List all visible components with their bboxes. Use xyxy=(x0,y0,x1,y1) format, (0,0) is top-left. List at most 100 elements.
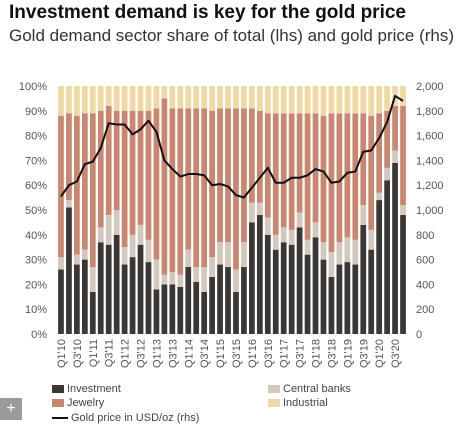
left-axis-tick-label: 10% xyxy=(25,304,47,316)
bar-central-banks-q1-17 xyxy=(280,227,287,243)
bar-jewelry-q4-13 xyxy=(177,108,184,275)
bar-industrial-q2-14 xyxy=(193,86,200,109)
bar-central-banks-q3-12 xyxy=(137,224,144,245)
x-axis-tick-label: Q1'19 xyxy=(342,339,354,368)
x-axis-tick-label: Q1'15 xyxy=(215,339,227,368)
bar-central-banks-q1-15 xyxy=(217,242,223,265)
bar-jewelry-q2-13 xyxy=(161,98,168,275)
x-axis-tick-label: Q1'14 xyxy=(183,339,195,368)
bar-industrial-q3-18 xyxy=(328,86,335,114)
bar-jewelry-q3-17 xyxy=(296,113,303,213)
bar-jewelry-q4-16 xyxy=(272,113,279,235)
bar-central-banks-q2-11 xyxy=(97,227,104,243)
bar-jewelry-q4-17 xyxy=(304,113,311,240)
bar-central-banks-q2-16 xyxy=(256,202,263,215)
x-axis-tick-label: Q1'20 xyxy=(374,339,386,368)
bar-investment-q1-14 xyxy=(185,267,192,334)
bar-industrial-q4-15 xyxy=(241,86,247,109)
bar-central-banks-q1-19 xyxy=(344,237,351,263)
bar-industrial-q1-14 xyxy=(185,86,192,109)
left-axis-tick-label: 100% xyxy=(19,81,47,93)
bar-jewelry-q3-19 xyxy=(360,113,367,206)
bar-central-banks-q1-18 xyxy=(312,222,319,238)
right-axis-tick-label: 600 xyxy=(416,255,434,267)
bar-industrial-q3-11 xyxy=(105,86,112,106)
bar-industrial-q3-17 xyxy=(296,86,303,114)
bar-jewelry-q3-16 xyxy=(264,113,271,218)
x-axis-tick-label: Q3'17 xyxy=(295,339,307,368)
bar-investment-q4-13 xyxy=(177,286,184,334)
legend-item-central-banks: Central banks xyxy=(268,383,351,395)
bar-investment-q3-19 xyxy=(360,224,367,334)
bar-industrial-q4-13 xyxy=(177,86,184,109)
x-axis-tick-label: Q3'12 xyxy=(136,339,148,368)
bar-central-banks-q2-15 xyxy=(225,242,231,268)
x-axis-tick-label: Q3'14 xyxy=(199,339,211,368)
right-axis-tick-label: 400 xyxy=(416,279,434,291)
bar-jewelry-q4-19 xyxy=(368,115,375,230)
bar-industrial-q2-15 xyxy=(225,86,231,109)
gold-price-line xyxy=(60,94,404,199)
bar-central-banks-q2-13 xyxy=(161,274,168,285)
bar-central-banks-q1-12 xyxy=(121,247,128,265)
bar-central-banks-q1-10 xyxy=(58,257,64,270)
x-axis-tick-label: Q3'18 xyxy=(326,339,338,368)
bar-industrial-q4-12 xyxy=(145,86,152,111)
bar-industrial-q2-10 xyxy=(66,86,72,114)
x-axis-tick-label: Q1'12 xyxy=(120,339,132,368)
x-axis-tick-label: Q1'17 xyxy=(279,339,291,368)
bar-industrial-q4-14 xyxy=(209,86,215,111)
bar-industrial-q2-17 xyxy=(288,86,295,114)
bar-jewelry-q1-10 xyxy=(58,115,64,258)
bar-jewelry-q4-15 xyxy=(241,108,247,243)
bar-investment-q3-12 xyxy=(137,244,144,334)
bar-central-banks-q1-16 xyxy=(249,202,255,223)
bar-industrial-q2-11 xyxy=(97,86,104,111)
bar-jewelry-q3-15 xyxy=(233,108,239,270)
x-axis-tick-label: Q3'16 xyxy=(263,339,275,368)
bar-central-banks-q4-18 xyxy=(336,242,343,265)
bar-investment-q3-15 xyxy=(233,291,239,334)
right-axis-tick-label: 1,200 xyxy=(416,180,444,192)
bar-investment-q1-10 xyxy=(58,269,64,334)
bar-jewelry-q3-20 xyxy=(392,105,398,151)
bar-central-banks-q3-20 xyxy=(392,150,398,163)
bar-industrial-q4-16 xyxy=(272,86,279,114)
bar-central-banks-q1-14 xyxy=(185,249,192,268)
bar-investment-q1-16 xyxy=(249,222,255,334)
legend-swatch-central-banks xyxy=(268,385,280,394)
bar-jewelry-q2-19 xyxy=(352,113,359,240)
bar-central-banks-q3-17 xyxy=(296,212,303,228)
right-axis-tick-label: 1,000 xyxy=(416,205,444,217)
x-axis-tick-label: Q3'19 xyxy=(358,339,370,368)
bar-investment-q2-14 xyxy=(193,281,200,334)
bar-investment-q1-13 xyxy=(153,289,160,334)
bar-jewelry-q2-18 xyxy=(320,115,327,243)
bar-jewelry-q1-13 xyxy=(153,108,160,260)
bar-jewelry-q4-12 xyxy=(145,110,152,240)
bar-investment-q4-18 xyxy=(336,264,343,334)
bar-industrial-q3-15 xyxy=(233,86,239,109)
stacked-bars xyxy=(58,86,406,334)
bar-jewelry-q3-12 xyxy=(137,110,144,225)
bar-central-banks-q3-15 xyxy=(233,269,239,292)
bar-central-banks-q4-20 xyxy=(400,205,406,215)
bar-industrial-q1-16 xyxy=(249,86,255,109)
x-axis-tick-label: Q1'18 xyxy=(311,339,323,368)
bar-jewelry-q1-12 xyxy=(121,110,128,248)
left-axis-tick-label: 40% xyxy=(25,230,47,242)
bar-jewelry-q2-16 xyxy=(256,110,263,203)
bar-investment-q1-20 xyxy=(376,200,383,334)
bar-central-banks-q3-16 xyxy=(264,217,271,235)
bar-central-banks-q4-19 xyxy=(368,229,375,250)
add-button[interactable]: + xyxy=(0,398,22,420)
legend-swatch-investment xyxy=(52,385,64,394)
bar-central-banks-q3-19 xyxy=(360,205,367,225)
bar-industrial-q2-12 xyxy=(129,86,136,111)
bar-investment-q1-17 xyxy=(280,242,287,334)
legend-item-jewelry: Jewelry xyxy=(52,397,104,409)
bar-central-banks-q2-19 xyxy=(352,239,359,265)
bar-central-banks-q4-14 xyxy=(209,257,215,277)
bar-industrial-q4-11 xyxy=(113,86,120,111)
